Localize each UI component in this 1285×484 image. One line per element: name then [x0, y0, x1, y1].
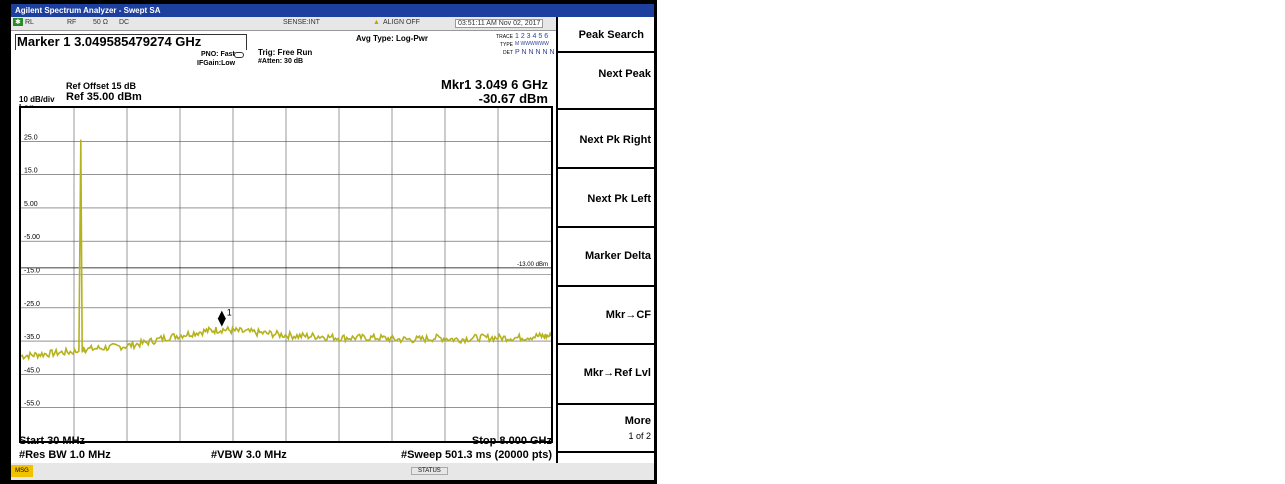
rf-label: RF [67, 19, 77, 26]
datetime: 03:51:11 AM Nov 02, 2017 [455, 19, 544, 28]
menu-title-label: Peak Search [578, 29, 644, 41]
more-button[interactable]: More 1 of 2 [558, 405, 654, 453]
start-freq: Start 30 MHz [19, 435, 86, 447]
softkey-panel: Peak Search Next Peak Next Pk Right Next… [556, 17, 654, 463]
window-title: Agilent Spectrum Analyzer - Swept SA [11, 4, 654, 17]
y-tick-labels: 25.0 15.0 5.00 -5.00 -15.0 -25.0 -35.0 -45.0 -55… [24, 134, 40, 407]
y-tick-label: -55.0 [24, 401, 40, 408]
y-tick-label: 15.0 [24, 168, 38, 175]
warning-icon: ▲ [373, 19, 380, 26]
spectrum-plot[interactable]: 25.0 15.0 5.00 -5.00 -15.0 -25.0 -35.0 -45.0 -55… [20, 108, 552, 441]
trace-label: TRACE [496, 34, 513, 40]
pno-label: PNO: Fast [201, 51, 235, 58]
trace-value: 1 2 3 4 5 6 [515, 33, 549, 40]
next-peak-button[interactable]: Next Peak [558, 53, 654, 110]
y-tick-label: -45.0 [24, 367, 40, 374]
more-page-indicator: 1 of 2 [628, 431, 651, 441]
scale-label: 10 dB/div [19, 95, 55, 104]
marker-title[interactable]: Marker 1 3.049585479274 GHz [17, 34, 202, 49]
y-tick-label: -25.0 [24, 301, 40, 308]
det-label: DET [503, 50, 513, 56]
y-tick-label: -35.0 [24, 334, 40, 341]
type-value: M WWWWWW [515, 41, 549, 47]
marker-level-readout: -30.67 dBm [478, 91, 548, 106]
sweep: #Sweep 501.3 ms (20000 pts) [400, 449, 552, 461]
det-value: P N N N N N [515, 49, 555, 56]
mode-label: RL [25, 19, 34, 26]
display-line-label: -13.00 dBm [517, 262, 548, 268]
ref-offset: Ref Offset 15 dB [66, 81, 137, 91]
type-label: TYPE [499, 42, 513, 48]
y-tick-label: -15.0 [24, 268, 40, 275]
avg-type-label: Avg Type: Log-Pwr [356, 34, 428, 43]
marker-delta-button[interactable]: Marker Delta [558, 228, 654, 287]
status-indicator[interactable]: STATUS [411, 467, 448, 475]
align-label: ALIGN OFF [383, 19, 420, 26]
sense-label: SENSE:INT [283, 19, 320, 26]
mkr-to-ref-lvl-button[interactable]: Mkr→Ref Lvl [558, 345, 654, 405]
marker-freq-readout: Mkr1 3.049 6 GHz [441, 77, 548, 92]
ifgain-label: IFGain:Low [197, 60, 236, 67]
stop-freq: Stop 8.000 GHz [471, 435, 552, 447]
next-pk-left-button[interactable]: Next Pk Left [558, 169, 654, 228]
res-bw: #Res BW 1.0 MHz [19, 449, 111, 461]
pno-icon [234, 52, 244, 58]
ok-icon: ✱ [13, 18, 23, 26]
trace-1 [20, 139, 552, 362]
atten-label: #Atten: 30 dB [258, 58, 304, 65]
analyzer-window: Agilent Spectrum Analyzer - Swept SA ✱ R… [0, 0, 657, 484]
trig-label: Trig: Free Run [258, 48, 313, 57]
y-tick-label: 5.00 [24, 201, 38, 208]
vbw: #VBW 3.0 MHz [211, 449, 287, 461]
mkr-to-cf-button[interactable]: Mkr→CF [558, 287, 654, 345]
marker-title-box [15, 34, 247, 50]
coupling-label: DC [119, 19, 130, 26]
measurement-area: Marker 1 3.049585479274 GHz PNO: Fast IF… [11, 31, 556, 463]
softkey-menu-title: Peak Search [558, 17, 654, 53]
ref-level: Ref 35.00 dBm [66, 91, 142, 103]
marker-1-diamond[interactable] [217, 310, 226, 327]
graticule[interactable]: 25.0 15.0 5.00 -5.00 -15.0 -25.0 -35.0 -45.0 -55… [19, 106, 553, 443]
bottom-status-bar: MSG STATUS [11, 463, 654, 480]
y-tick-label: -5.00 [24, 234, 40, 241]
next-pk-right-button[interactable]: Next Pk Right [558, 110, 654, 169]
grid [21, 108, 551, 441]
msg-indicator[interactable]: MSG [11, 465, 33, 477]
impedance-label: 50 Ω [93, 19, 108, 26]
marker-1-label: 1 [227, 308, 232, 318]
status-row: ✱ RL RF 50 Ω DC SENSE:INT ▲ ALIGN OFF 03… [11, 17, 556, 31]
y-tick-label: 25.0 [24, 134, 38, 141]
